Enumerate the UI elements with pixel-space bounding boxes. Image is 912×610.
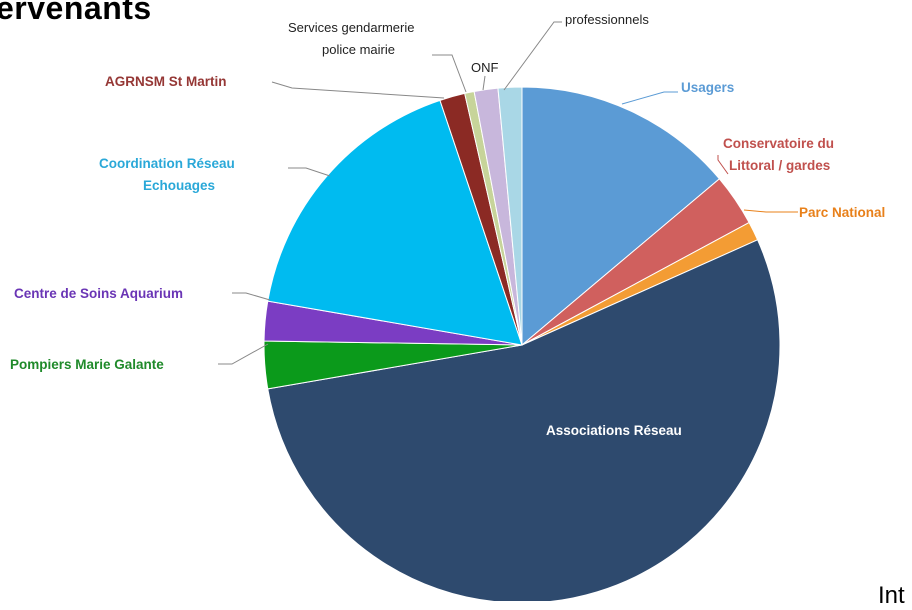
leader-line-professionnels — [503, 21, 562, 91]
leader-line-centre-soins — [232, 292, 271, 301]
slice-label-pompiers: Pompiers Marie Galante — [10, 357, 164, 372]
slice-label-services-line-1: Services gendarmerie — [288, 20, 414, 35]
slice-label-coordination-line-2: Echouages — [143, 178, 215, 193]
pie-slice-coordination-r-seau-echouages — [267, 99, 523, 346]
leader-line-services — [432, 54, 467, 93]
slice-label-agrnsm: AGRNSM St Martin — [105, 74, 227, 89]
pie-slice-usagers — [521, 86, 721, 347]
slice-label-conservatoire-line-1: Conservatoire du — [723, 136, 834, 151]
leader-line-coordination — [288, 167, 331, 177]
slice-label-parc-national: Parc National — [799, 205, 885, 220]
leader-lines — [218, 21, 798, 365]
pie-slice-associations-r-seau — [267, 239, 781, 601]
leader-line-agrnsm — [271, 81, 445, 99]
pie-slice-professionnels — [497, 86, 523, 346]
slice-label-coordination-line-1: Coordination Réseau — [99, 156, 235, 171]
slice-label-coordination: Coordination Réseau Echouages — [99, 156, 239, 193]
slice-label-conservatoire: Conservatoire du Littoral / gardes — [723, 136, 838, 173]
page-title: ervenants — [0, 0, 152, 26]
pie-slices — [263, 86, 781, 601]
slice-label-usagers: Usagers — [681, 80, 734, 95]
corner-text: Int — [878, 582, 905, 609]
leader-line-parc-national — [743, 209, 798, 213]
slice-label-services: Services gendarmerie police mairie — [288, 20, 418, 57]
leader-line-onf — [482, 75, 486, 91]
slice-label-associations: Associations Réseau — [546, 423, 682, 438]
leader-line-usagers — [621, 91, 678, 105]
slice-label-centre-soins: Centre de Soins Aquarium — [14, 286, 183, 301]
slice-labels: Usagers Conservatoire du Littoral / gard… — [10, 12, 885, 438]
slice-label-services-line-2: police mairie — [322, 42, 395, 57]
leader-line-pompiers — [218, 343, 269, 365]
slice-label-conservatoire-line-2: Littoral / gardes — [729, 158, 830, 173]
slice-label-onf: ONF — [471, 60, 499, 75]
slice-label-professionnels: professionnels — [565, 12, 649, 27]
leader-line-conservatoire — [717, 155, 729, 175]
